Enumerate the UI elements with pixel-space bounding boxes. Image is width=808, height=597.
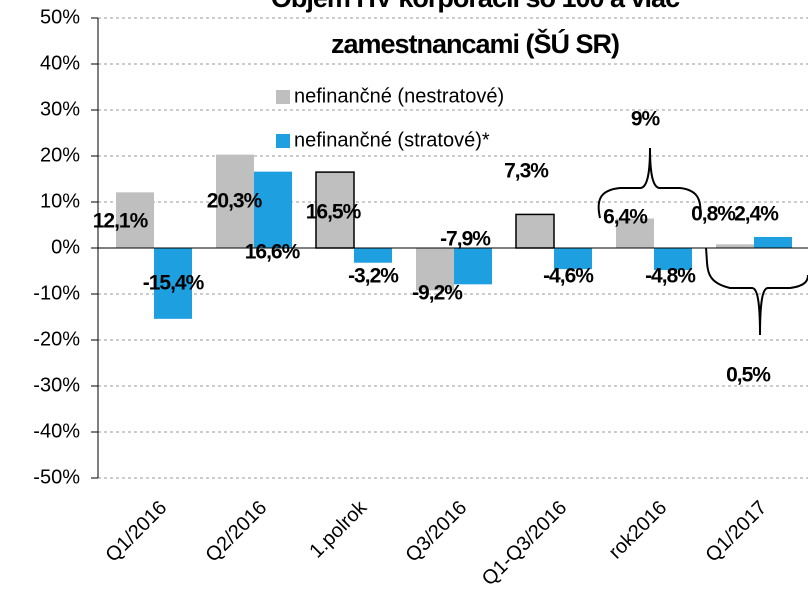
legend-swatch xyxy=(276,90,290,104)
bar xyxy=(254,171,292,248)
brace xyxy=(597,147,702,219)
annotation: 0,5% xyxy=(726,364,771,387)
data-label: 16,5% xyxy=(306,201,362,224)
data-label: 6,4% xyxy=(603,206,648,229)
bar xyxy=(716,244,754,248)
y-tick-label: 40% xyxy=(40,52,80,74)
bar xyxy=(754,236,792,248)
x-tick-label: Q3/2016 xyxy=(401,497,471,567)
data-label: 12,1% xyxy=(93,210,149,233)
data-label: -3,2% xyxy=(348,265,399,288)
x-tick-label: rok2016 xyxy=(605,497,672,564)
y-tick-label: 10% xyxy=(40,190,80,212)
y-tick-label: -50% xyxy=(33,466,80,488)
chart-title: Objem HV korporácií so 100 a viac xyxy=(271,0,680,13)
bar xyxy=(116,192,154,248)
bar xyxy=(354,248,392,263)
bar xyxy=(315,171,355,249)
data-label: 0,8% xyxy=(691,203,736,226)
bar xyxy=(454,248,492,285)
x-tick-label: Q2/2016 xyxy=(201,497,271,567)
x-tick-label: Q1-Q3/2016 xyxy=(478,497,571,590)
y-tick-label: -40% xyxy=(33,420,80,442)
x-tick-label: 1.polrok xyxy=(305,496,372,563)
bar xyxy=(416,248,454,291)
data-label: -15,4% xyxy=(143,272,205,295)
data-label: 20,3% xyxy=(207,190,263,213)
legend-swatch xyxy=(276,134,290,148)
annotation: 9% xyxy=(631,108,661,131)
y-tick-label: 50% xyxy=(40,6,80,28)
x-tick-label: Q1/2016 xyxy=(101,497,171,567)
y-tick-label: -30% xyxy=(33,374,80,396)
bar xyxy=(216,154,254,248)
data-label: 16,6% xyxy=(245,241,301,264)
data-label: -9,2% xyxy=(412,282,463,305)
y-tick-label: -20% xyxy=(33,328,80,350)
bar xyxy=(554,248,592,270)
y-tick-label: 20% xyxy=(40,144,80,166)
data-label: 7,3% xyxy=(504,160,549,183)
data-label: -7,9% xyxy=(440,228,491,251)
data-label: -4,8% xyxy=(645,265,696,288)
data-label: 2,4% xyxy=(734,203,779,226)
y-tick-label: 0% xyxy=(51,236,80,258)
bar xyxy=(616,218,654,248)
chart-title: zamestnancami (ŠÚ SR) xyxy=(331,28,619,59)
y-tick-label: -10% xyxy=(33,282,80,304)
brace xyxy=(705,247,808,336)
data-label: -4,6% xyxy=(543,265,594,288)
legend-label: nefinančné (nestratové) xyxy=(294,85,504,107)
bar xyxy=(515,213,555,249)
legend-label: nefinančné (stratové)* xyxy=(294,129,490,151)
x-tick-label: Q1/2017 xyxy=(701,497,771,567)
y-tick-label: 30% xyxy=(40,98,80,120)
bar xyxy=(154,248,192,319)
bar xyxy=(654,248,692,271)
